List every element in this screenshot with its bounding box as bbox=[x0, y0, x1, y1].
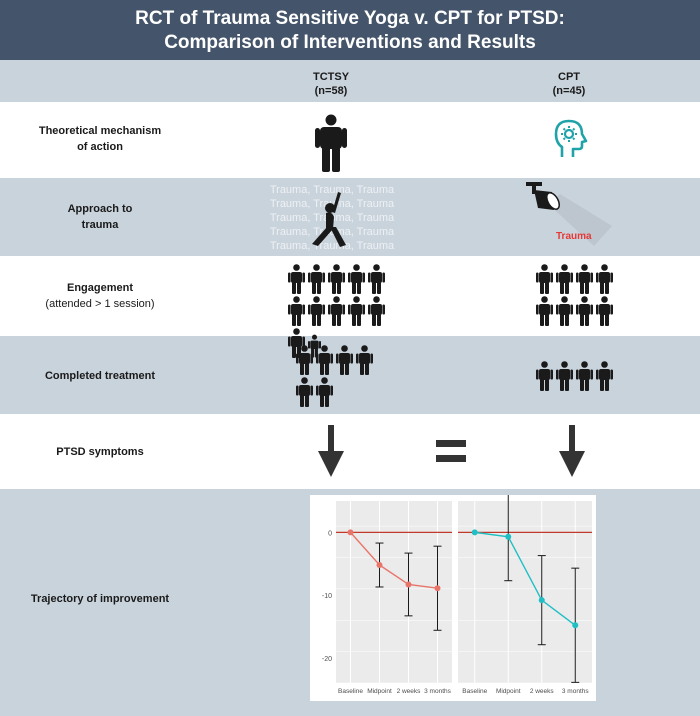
tctsy-data-point bbox=[434, 585, 441, 592]
head-with-brain-icon bbox=[554, 119, 588, 157]
tctsy-name: TCTSY bbox=[312, 71, 350, 83]
tctsy-data-point bbox=[347, 529, 354, 536]
person-icon bbox=[556, 361, 573, 391]
title-banner: RCT of Trauma Sensitive Yoga v. CPT for … bbox=[0, 0, 700, 60]
x-tick-label: 3 months bbox=[562, 688, 589, 695]
equals-icon bbox=[436, 440, 466, 462]
yoga-pose-icon bbox=[312, 192, 346, 247]
x-tick-label: Baseline bbox=[338, 688, 363, 695]
mechanism-label: Theoretical mechanism of action bbox=[38, 125, 162, 153]
y-tick-label: -10 bbox=[322, 593, 332, 600]
cpt-series-line bbox=[474, 531, 576, 626]
tctsy-series-line bbox=[349, 531, 438, 589]
title-line-2: Comparison of Interventions and Results bbox=[164, 32, 536, 53]
person-icon bbox=[596, 264, 613, 294]
trajectory-label: Trajectory of improvement bbox=[30, 593, 170, 605]
x-tick-label: 3 months bbox=[424, 688, 451, 695]
tctsy-data-point bbox=[376, 562, 383, 569]
cpt-name: CPT bbox=[558, 71, 580, 83]
x-tick-label: Midpoint bbox=[496, 688, 521, 695]
person-icon bbox=[536, 264, 553, 294]
trauma-watermark-text: Trauma, Trauma, Trauma Trauma, Trauma, T… bbox=[269, 184, 395, 252]
cpt-engagement-group bbox=[536, 264, 616, 328]
person-icon bbox=[356, 345, 373, 375]
person-icon bbox=[348, 264, 365, 294]
engagement-label: Engagement (attended > 1 session) bbox=[45, 282, 155, 310]
person-icon bbox=[328, 264, 345, 294]
cpt-panel bbox=[458, 501, 592, 683]
person-icon bbox=[288, 264, 305, 294]
cpt-n: (n=45) bbox=[552, 85, 586, 97]
y-tick-label: -20 bbox=[322, 656, 332, 663]
person-icon bbox=[316, 345, 333, 375]
person-icon bbox=[348, 296, 365, 326]
person-icon bbox=[576, 361, 593, 391]
person-icon bbox=[296, 377, 313, 407]
person-icon bbox=[596, 296, 613, 326]
tctsy-column-header: TCTSY (n=58) bbox=[271, 70, 391, 98]
person-icon bbox=[308, 334, 321, 358]
person-icon bbox=[336, 345, 353, 375]
person-icon bbox=[576, 264, 593, 294]
person-icon bbox=[536, 361, 553, 391]
ptsd-label: PTSD symptoms bbox=[56, 446, 144, 458]
person-icon bbox=[328, 296, 345, 326]
spotlight-icon bbox=[526, 182, 612, 246]
person-icon bbox=[556, 264, 573, 294]
x-tick-label: 2 weeks bbox=[397, 688, 422, 695]
person-icon bbox=[596, 361, 613, 391]
person-icon bbox=[288, 296, 305, 326]
tctsy-panel bbox=[336, 501, 452, 683]
trauma-spotlight-label: Trauma bbox=[556, 231, 592, 242]
cpt-completed-group bbox=[536, 361, 616, 393]
x-tick-label: 2 weeks bbox=[530, 688, 555, 695]
person-icon bbox=[368, 296, 385, 326]
person-icon bbox=[316, 377, 333, 407]
tctsy-n: (n=58) bbox=[314, 85, 348, 97]
cpt-data-point bbox=[471, 529, 478, 536]
column-header-band bbox=[0, 60, 700, 102]
person-icon bbox=[576, 296, 593, 326]
cpt-data-point bbox=[505, 533, 512, 540]
person-icon bbox=[536, 296, 553, 326]
cpt-column-header: CPT (n=45) bbox=[509, 70, 629, 98]
tctsy-data-point bbox=[405, 581, 412, 588]
person-icon bbox=[556, 296, 573, 326]
person-icon bbox=[296, 345, 313, 375]
person-icon bbox=[308, 264, 325, 294]
x-tick-label: Midpoint bbox=[367, 688, 392, 695]
person-icon bbox=[368, 264, 385, 294]
cpt-data-point bbox=[538, 597, 545, 604]
cpt-down-arrow-icon bbox=[559, 425, 585, 477]
standing-person-icon bbox=[315, 114, 347, 172]
approach-label: Approach to trauma bbox=[67, 203, 133, 231]
tctsy-down-arrow-icon bbox=[318, 425, 344, 477]
x-tick-label: Baseline bbox=[462, 688, 487, 695]
tctsy-engagement-group bbox=[288, 264, 388, 360]
y-tick-label: 0 bbox=[328, 530, 332, 537]
title-line-1: RCT of Trauma Sensitive Yoga v. CPT for … bbox=[135, 8, 565, 29]
cpt-data-point bbox=[572, 622, 579, 629]
person-icon bbox=[308, 296, 325, 326]
tctsy-completed-group bbox=[296, 345, 376, 409]
completed-label: Completed treatment bbox=[44, 370, 156, 382]
